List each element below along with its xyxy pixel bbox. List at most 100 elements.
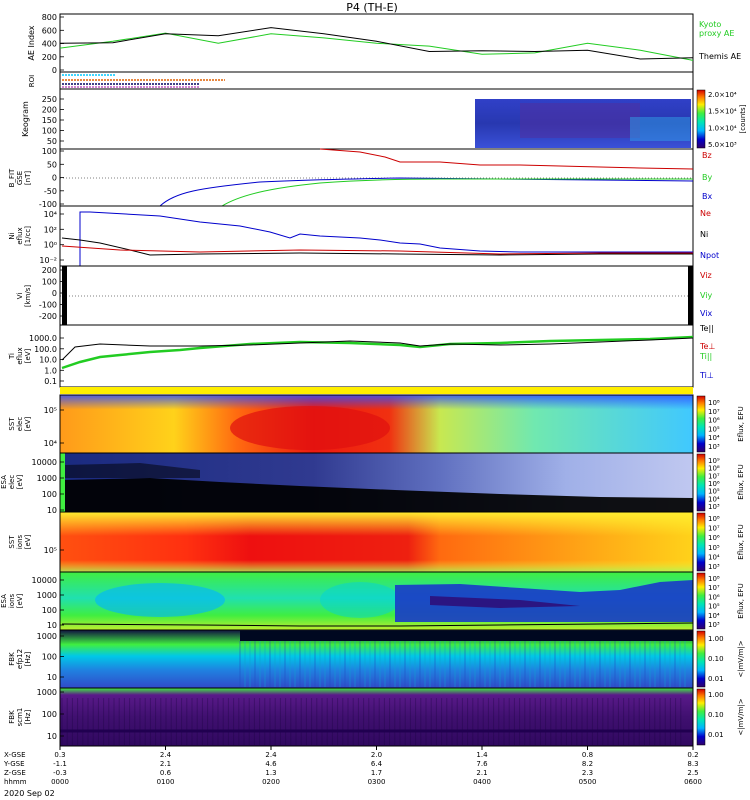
esa-elec-cbtick-1: 10⁸: [708, 465, 720, 473]
keogram-dark-region: [520, 103, 640, 138]
time-axis-value-3-5: 0500: [579, 778, 597, 786]
temperature-legend-te-par: Te||: [699, 324, 714, 333]
fbk-efp12-cbtick-1: 0.10: [708, 655, 724, 663]
sst-ions-ylabel-3: [eV]: [24, 534, 32, 549]
esa-ions-purple-core: [430, 596, 580, 608]
bfield-y-ticks: 100 50 0 -50 -100: [39, 147, 64, 209]
fbk-scm1-y-ticks: 1000 100 10: [37, 688, 64, 741]
sst-elec-ytick-1: 10⁴: [44, 439, 57, 448]
time-axis-value-3-2: 0200: [262, 778, 280, 786]
fbk-efp12-ytick-0: 1000: [37, 632, 57, 641]
keogram-cbtick-1: 1.5×10⁴: [708, 108, 737, 116]
velocity-y-ticks: 200 100 0 -100 -200: [39, 266, 64, 321]
fbk-efp12-ylabel-1: FBK: [8, 652, 16, 666]
sst-elec-ylabel-2: elec: [16, 417, 24, 432]
bfield-ytick-3: -50: [44, 187, 57, 196]
sst-ions-vertical-shading: [60, 512, 693, 572]
bfield-by-line: [221, 178, 693, 207]
time-axis-value-0-0: 0.3: [54, 751, 65, 759]
time-axis-row-label-3: hhmm: [4, 778, 27, 786]
sst-elec-colorbar-label: Eflux, EFU: [737, 406, 745, 441]
panel-temperature: 1000.0 100.0 10.01.0 0.1 Ti eflux [eV] Te||…: [8, 324, 715, 388]
velocity-ytick-3: -100: [39, 301, 57, 310]
sst-elec-ytick-0: 10⁵: [44, 406, 57, 415]
esa-elec-ylabel-2: elec: [8, 475, 16, 490]
density-npot-line: [79, 211, 693, 266]
temperature-ylabel-2: eflux: [16, 347, 24, 364]
fbk-efp12-ylabel-2: efp12: [16, 649, 24, 669]
sst-ions-cbtick-2: 10⁶: [708, 534, 720, 542]
temperature-ytick-4: 0.1: [44, 377, 57, 386]
fbk-efp12-cbtick-2: 0.01: [708, 675, 724, 683]
ae-series-themis: [59, 27, 694, 60]
mode-bar: [60, 387, 693, 394]
esa-ions-blue-region: [395, 580, 693, 622]
esa-elec-ytick-0: 10000: [32, 458, 57, 467]
fbk-scm1-colorbar-label: <|mV/m|>: [737, 698, 745, 735]
sst-elec-y-ticks: 10⁵ 10⁴: [44, 406, 64, 448]
velocity-legend-viy: Viy: [700, 291, 713, 300]
density-ytick-2: 10⁰: [44, 241, 57, 250]
velocity-right-spikes: [688, 266, 693, 325]
panel-bfield-frame: [59, 148, 694, 207]
roi-ylabel: ROI: [28, 75, 36, 87]
ae-legend-kyoto-2: proxy AE: [699, 29, 734, 38]
temperature-ytick-2: 10.0: [39, 356, 57, 365]
density-legend-ni: Ni: [700, 230, 708, 239]
time-axis-value-1-1: 2.1: [160, 760, 171, 768]
temperature-legend-ti-par: Ti||: [699, 352, 712, 361]
bfield-legend-bx: Bx: [702, 192, 712, 201]
esa-ions-ylabel-3: [eV]: [16, 593, 24, 608]
keogram-ytick-0: 250: [42, 95, 57, 104]
fbk-efp12-cbtick-0: 1.00: [708, 635, 724, 643]
fbk-scm1-stripes: [60, 698, 693, 745]
figure-title: P4 (TH-E): [346, 1, 398, 14]
time-axis-value-2-0: -0.3: [53, 769, 67, 777]
density-ylabel-3: [1/cc]: [24, 226, 32, 246]
velocity-legend-viz: Viz: [700, 271, 712, 280]
keogram-cbtick-0: 2.0×10⁴: [708, 91, 737, 99]
keogram-cbtick-2: 1.0×10⁴: [708, 124, 737, 132]
temperature-legend-te-perp: Te⊥: [699, 342, 715, 351]
fbk-efp12-colorbar-label: <|mV/m|>: [737, 640, 745, 677]
esa-elec-colorbar-label: Eflux, EFU: [737, 464, 745, 499]
time-axis-value-0-5: 0.8: [582, 751, 593, 759]
esa-ions-cbtick-4: 10⁴: [708, 612, 720, 620]
esa-ions-ylabel-1: ESA: [0, 594, 8, 608]
time-axis-value-2-6: 2.5: [687, 769, 698, 777]
density-ytick-0: 10⁴: [44, 210, 57, 219]
time-axis-value-2-2: 1.3: [265, 769, 276, 777]
sst-elec-cbtick-4: 10⁴: [708, 434, 720, 442]
esa-elec-ytick-2: 100: [42, 490, 57, 499]
sst-ions-y-ticks: 10⁵: [44, 546, 64, 555]
esa-elec-cbtick-4: 10⁵: [708, 488, 720, 496]
temperature-ti-line: [61, 337, 694, 361]
esa-elec-ytick-1: 1000: [37, 474, 57, 483]
fbk-scm1-ylabel-3: [Hz]: [24, 710, 32, 725]
sst-elec-cbtick-1: 10⁷: [708, 408, 720, 416]
bfield-ytick-1: 50: [47, 160, 57, 169]
fbk-scm1-ylabel-1: FBK: [8, 710, 16, 724]
fbk-efp12-y-ticks: 1000 100 10: [37, 632, 64, 682]
ae-ytick-0: 800: [42, 13, 57, 22]
time-axis-row-label-2: Z-GSE: [4, 769, 26, 777]
ae-y-ticks: 800 600 400 200 0: [42, 13, 64, 75]
bfield-legend-by: By: [702, 173, 712, 182]
density-legend-npot: Npot: [700, 251, 719, 260]
keogram-colorbar-label: [counts]: [739, 104, 747, 133]
velocity-ylabel-2: [km/s]: [24, 285, 32, 308]
ae-series-kyoto: [59, 32, 694, 61]
esa-elec-cbtick-0: 10⁹: [708, 457, 720, 465]
density-ne-line: [61, 245, 693, 255]
sst-elec-colorbar: [696, 395, 706, 453]
keogram-ytick-4: 50: [47, 137, 57, 146]
bfield-ylabel-1: B_FIT: [8, 168, 16, 187]
temperature-ylabel-1: Ti: [8, 353, 16, 360]
velocity-ytick-0: 200: [42, 266, 57, 275]
keogram-colorbar-ticks: 2.0×10⁴ 1.5×10⁴ 1.0×10⁴ 5.0×10³: [708, 91, 737, 149]
panel-roi-frame: [59, 71, 694, 90]
